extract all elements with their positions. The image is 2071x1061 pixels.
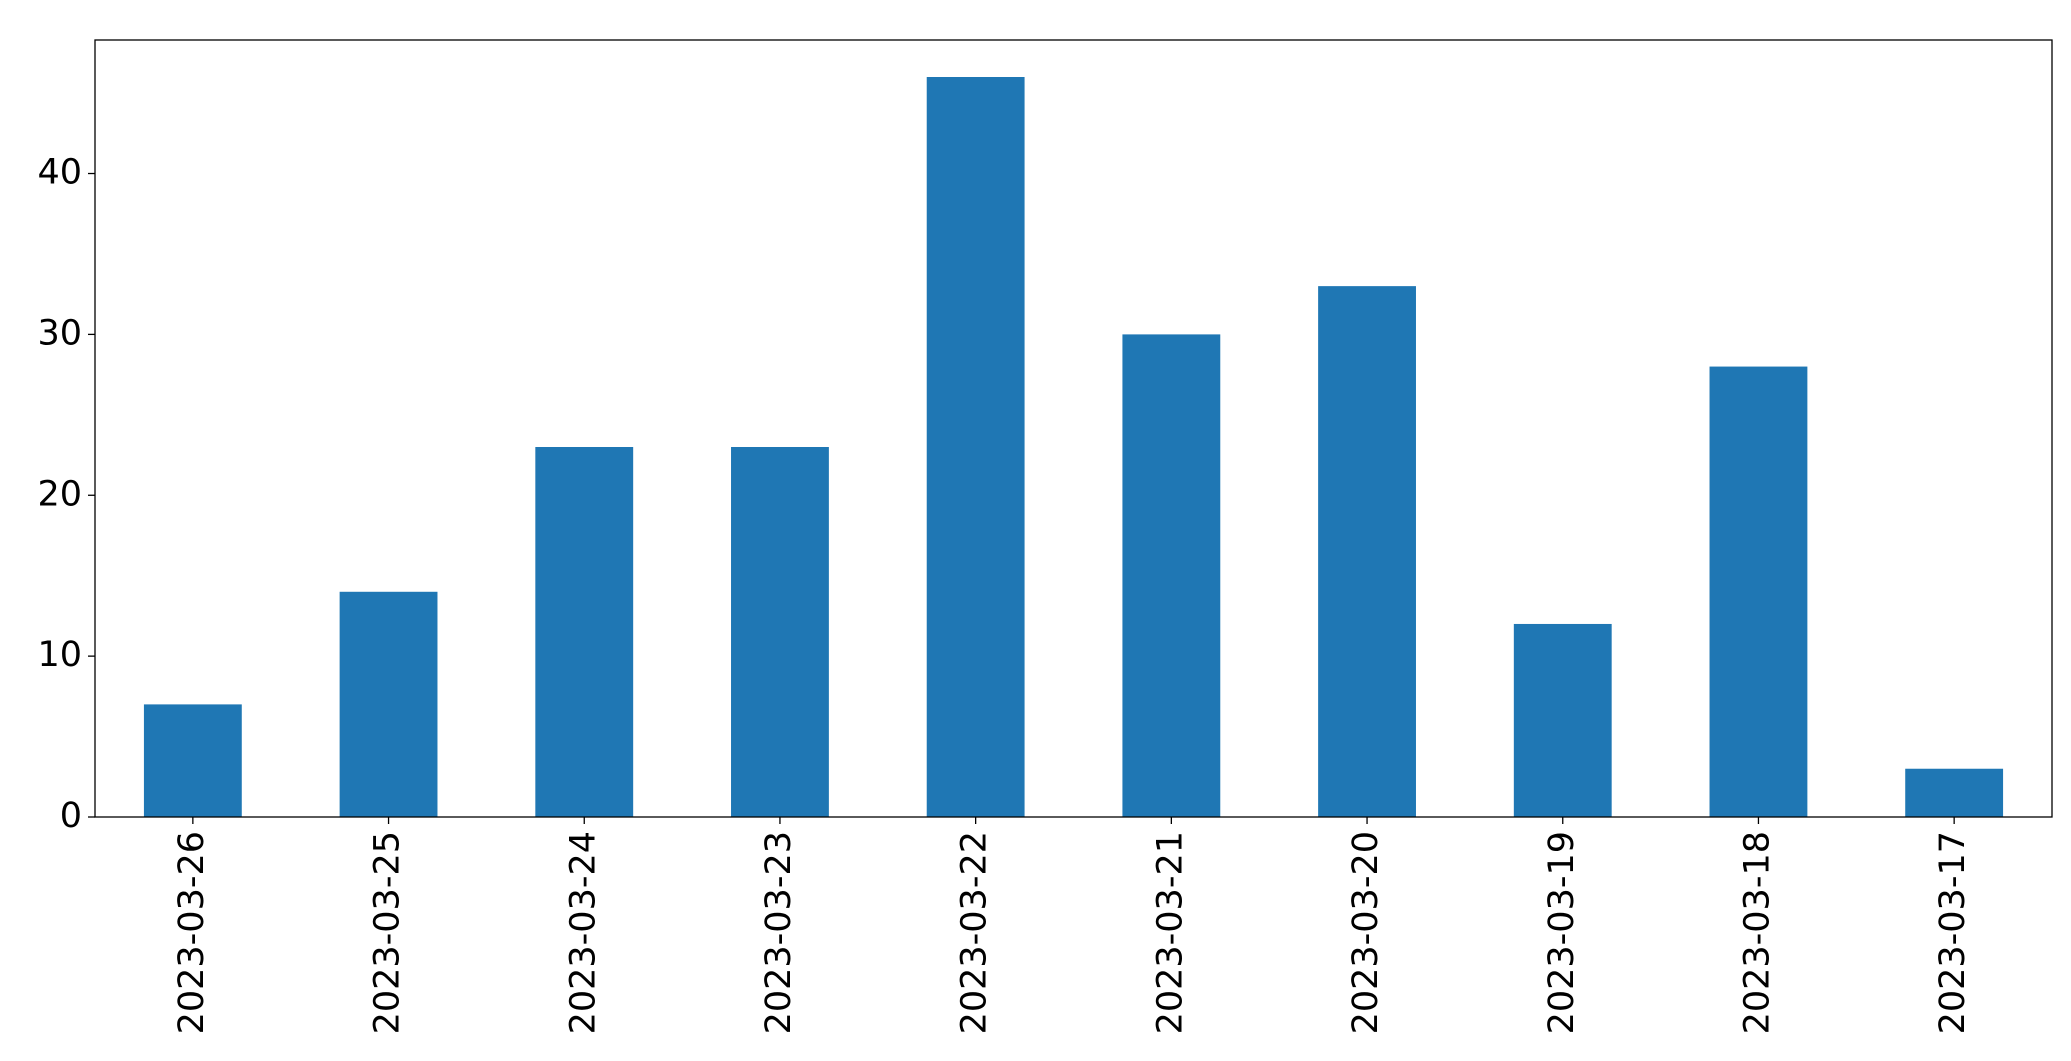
bar <box>339 591 438 817</box>
x-tick-label: 2023-03-18 <box>1737 831 1777 1034</box>
x-tick-label: 2023-03-21 <box>1150 831 1190 1034</box>
bar <box>926 77 1025 817</box>
bar <box>143 704 242 817</box>
y-tick-label: 20 <box>37 474 82 514</box>
x-tick-label: 2023-03-20 <box>1346 831 1386 1034</box>
bar <box>1318 286 1416 817</box>
y-tick-label: 40 <box>37 153 82 193</box>
bar <box>1513 623 1612 817</box>
x-tick-label: 2023-03-26 <box>172 831 212 1034</box>
x-tick-label: 2023-03-17 <box>1933 831 1973 1034</box>
x-tick-label: 2023-03-25 <box>368 831 408 1034</box>
plot-frame <box>94 39 2053 818</box>
y-tick-label: 0 <box>60 796 82 836</box>
bar <box>1122 334 1221 817</box>
x-tick-label: 2023-03-23 <box>759 831 799 1034</box>
y-tick-label: 10 <box>37 635 82 675</box>
x-tick-label: 2023-03-24 <box>563 831 603 1034</box>
bar <box>1905 768 2004 817</box>
x-tick-label: 2023-03-22 <box>955 831 995 1034</box>
y-tick-label: 30 <box>37 313 82 353</box>
bar <box>535 447 634 817</box>
bar <box>1709 366 1808 817</box>
x-tick-label: 2023-03-19 <box>1542 831 1582 1034</box>
bar <box>731 447 829 817</box>
